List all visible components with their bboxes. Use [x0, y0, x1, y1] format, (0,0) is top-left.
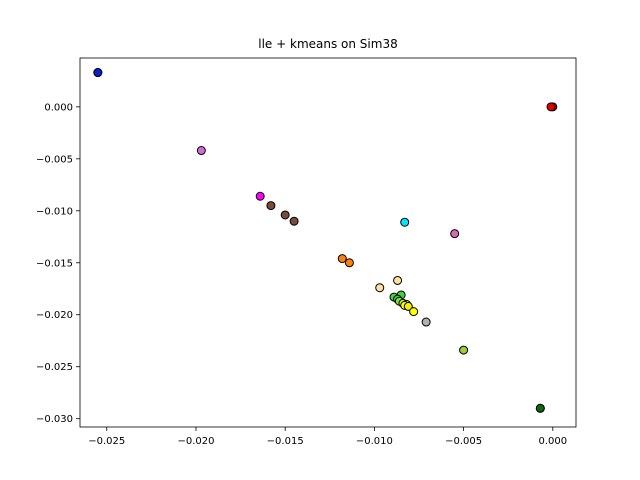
y-tick-label-6: −0.030 — [36, 414, 73, 425]
y-tick-label-0: 0.000 — [44, 102, 73, 113]
data-point-12 — [344, 258, 354, 268]
x-tick-label-5: 0.000 — [538, 436, 567, 447]
data-point-1 — [93, 68, 103, 78]
y-tick-label-2: −0.010 — [36, 206, 73, 217]
x-tick-label-1: −0.020 — [177, 436, 214, 447]
data-point-9 — [400, 217, 410, 227]
data-point-8 — [289, 216, 299, 226]
x-tick-label-2: −0.015 — [267, 436, 304, 447]
data-point-14 — [375, 283, 385, 293]
data-point-7 — [280, 210, 290, 220]
y-tick-label-4: −0.020 — [36, 310, 73, 321]
x-tick-label-0: −0.025 — [88, 436, 125, 447]
x-tick-label-3: −0.010 — [356, 436, 393, 447]
data-point-3 — [546, 102, 556, 112]
y-tick-label-3: −0.015 — [36, 258, 73, 269]
data-point-23 — [409, 307, 419, 317]
y-tick-label-5: −0.025 — [36, 362, 73, 373]
y-axis: 0.000 −0.005 −0.010 −0.015 −0.020 −0.025 −0.03… — [36, 102, 80, 425]
x-axis: −0.025 −0.020 −0.015 −0.010 −0.005 0.000 — [88, 427, 567, 447]
chart-title: lle + kmeans on Sim38 — [258, 37, 397, 51]
x-tick-label-4: −0.005 — [445, 436, 482, 447]
data-point-24 — [421, 317, 431, 327]
data-point-10 — [450, 229, 460, 239]
data-point-4 — [196, 146, 206, 156]
points-layer — [93, 68, 558, 413]
data-point-27 — [535, 403, 545, 413]
data-point-6 — [266, 201, 276, 211]
data-point-13 — [393, 275, 403, 285]
data-point-22 — [403, 301, 413, 311]
y-tick-label-1: −0.005 — [36, 154, 73, 165]
data-point-11 — [337, 254, 347, 264]
data-point-25 — [459, 345, 469, 355]
data-point-5 — [255, 191, 265, 201]
plot-frame — [79, 57, 577, 428]
